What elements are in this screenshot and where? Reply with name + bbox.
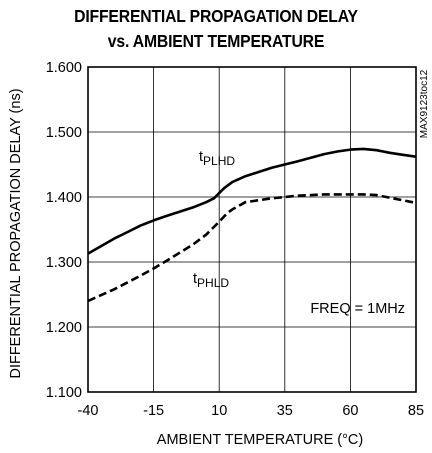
- x-tick-label: 10: [211, 403, 227, 419]
- series-line-tplhd: [87, 147, 417, 255]
- series-label-tplhd: tPLHD: [199, 149, 235, 168]
- grid: [88, 67, 416, 392]
- y-tick-label: 1.200: [46, 320, 82, 336]
- x-tick-label: -15: [143, 403, 164, 419]
- y-tick-label: 1.500: [46, 125, 82, 141]
- series-labels: tPLHD tPHLD: [193, 149, 235, 290]
- x-tick-label: -40: [78, 403, 99, 419]
- chart-title-line-1: DIFFERENTIAL PROPAGATION DELAY: [74, 6, 358, 26]
- plot-frame: [87, 66, 417, 393]
- figure-id-label: MAX9123toc12: [419, 69, 430, 138]
- y-tick-label: 1.100: [46, 385, 82, 401]
- y-tick-label: 1.600: [46, 60, 82, 76]
- x-tick-label: 35: [277, 403, 293, 419]
- x-axis-label: AMBIENT TEMPERATURE (°C): [157, 432, 363, 448]
- series-group: [87, 147, 417, 303]
- x-tick-label: 85: [408, 403, 424, 419]
- x-axis: -40 -15 10 35 60 85: [78, 403, 425, 419]
- series-line-tphld: [87, 193, 417, 303]
- y-tick-label: 1.400: [46, 190, 82, 206]
- x-tick-label: 60: [342, 403, 358, 419]
- y-tick-label: 1.300: [46, 255, 82, 271]
- frequency-annotation: FREQ = 1MHz: [310, 301, 405, 317]
- y-axis-label: DIFFERENTIAL PROPAGATION DELAY (ns): [8, 88, 24, 378]
- y-axis: 1.100 1.200 1.300 1.400 1.500 1.600: [46, 60, 82, 401]
- chart-title-line-2: vs. AMBIENT TEMPERATURE: [107, 31, 325, 51]
- series-label-tphld: tPHLD: [193, 271, 229, 290]
